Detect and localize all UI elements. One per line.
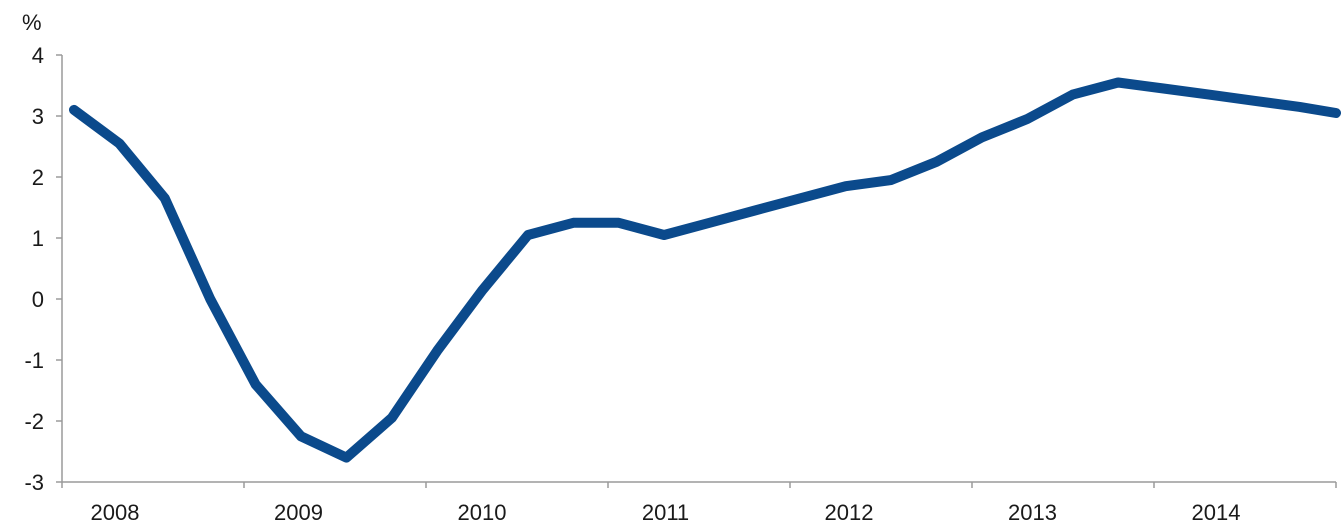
y-tick-label: -2 [24,409,44,434]
y-axis-unit-label: % [22,10,42,35]
y-tick-label: -1 [24,348,44,373]
x-tick-label: 2013 [1008,500,1057,525]
x-tick-label: 2008 [91,500,140,525]
series-line [69,77,1341,463]
x-tick-label: 2014 [1192,500,1241,525]
y-tick-label: 3 [32,104,44,129]
x-tick-label: 2010 [458,500,507,525]
series-layer [69,77,1341,463]
y-tick-label: 4 [32,43,44,68]
x-tick-label: 2009 [274,500,323,525]
x-tick-label: 2011 [642,500,689,525]
y-tick-label: -3 [24,470,44,495]
x-axis: 2008 2009 2010 2011 2012 2013 2014 [61,481,1337,525]
y-axis: 4 3 2 1 0 -1 -2 -3 [24,43,63,495]
y-tick-label: 0 [32,287,44,312]
y-tick-label: 1 [32,226,44,251]
y-tick-label: 2 [32,165,44,190]
x-tick-label: 2012 [825,500,874,525]
